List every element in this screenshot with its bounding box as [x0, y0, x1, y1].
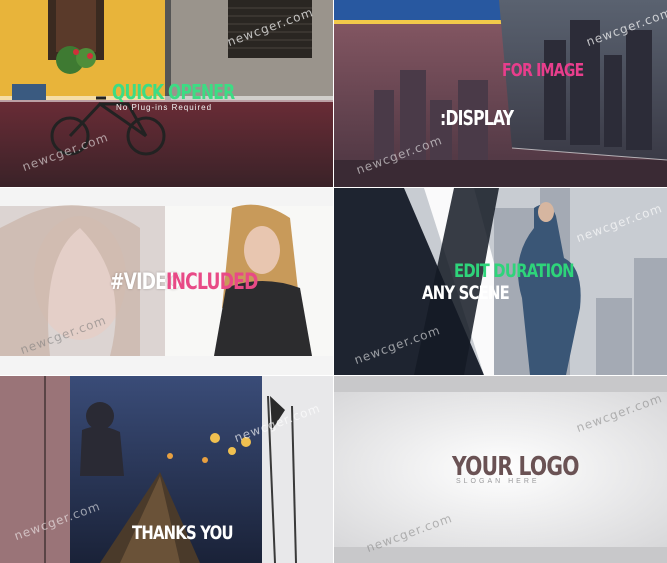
scene-white-text: :DISPLAY — [440, 106, 514, 130]
scene-pink-text: INCLUDED — [166, 270, 258, 295]
scene-pink-text: FOR IMAGE — [502, 60, 584, 81]
scene-thanks: THANKS YOU newcger.com newcger.com — [0, 376, 333, 563]
scene-logo: YOUR LOGO SLOGAN HERE newcger.com newcge… — [334, 376, 667, 563]
skyline-background — [334, 188, 667, 375]
street-background — [0, 0, 333, 187]
slogan-text: SLOGAN HERE — [456, 478, 540, 485]
logo-text: YOUR LOGO — [452, 452, 579, 482]
portrait-background — [0, 188, 333, 375]
boat-background — [0, 376, 333, 563]
scene-white-text: #VIDEO — [110, 270, 181, 295]
scene-text: THANKS YOU — [132, 522, 234, 544]
scene-image-display: FOR IMAGE :DISPLAY newcger.com newcger.c… — [334, 0, 667, 187]
scene-subtitle: No Plug-ins Required — [116, 103, 213, 112]
scene-green-text: EDIT DURATION — [454, 260, 575, 282]
scene-video-included: #VIDEO INCLUDED newcger.com — [0, 188, 333, 375]
scene-quick-opener: QUICK OPENER No Plug-ins Required newcge… — [0, 0, 333, 187]
logo-background — [334, 376, 667, 563]
scene-white-text: ANY SCENE — [422, 282, 510, 304]
city-background — [334, 0, 667, 187]
scene-title: QUICK OPENER — [112, 80, 235, 104]
scene-edit-duration: EDIT DURATION ANY SCENE newcger.com newc… — [334, 188, 667, 375]
